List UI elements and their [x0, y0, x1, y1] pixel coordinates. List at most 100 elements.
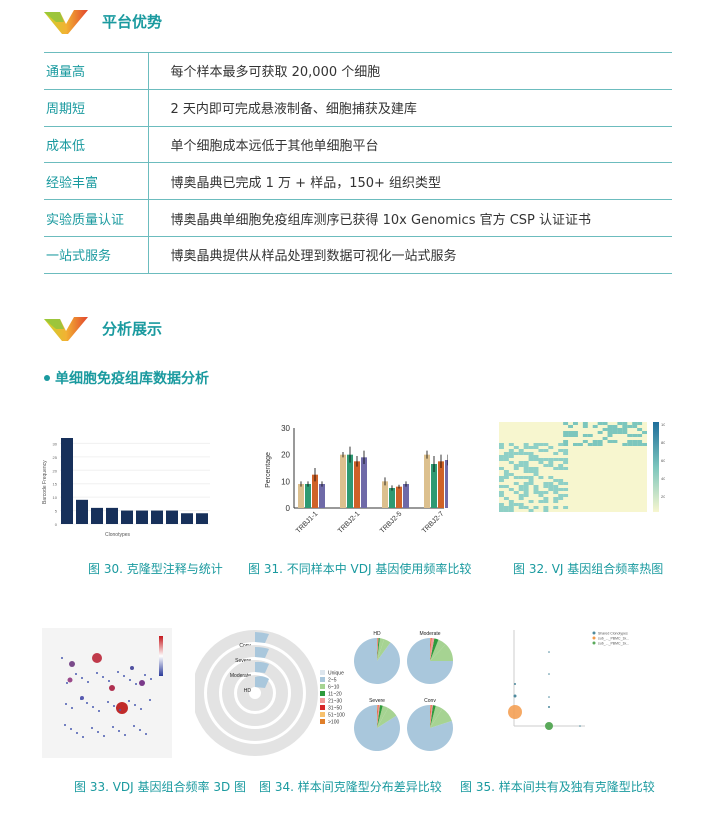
- legend-label: 11~20: [328, 692, 342, 698]
- heatmap-cell: [528, 458, 534, 461]
- ring-segment: [255, 676, 269, 688]
- heatmap-cell: [503, 497, 509, 500]
- advantage-key: 一站式服务: [44, 235, 149, 274]
- heatmap-cell: [533, 485, 539, 488]
- heatmap-cell: [642, 431, 647, 434]
- subsection-title-text: 单细胞免疫组库数据分析: [55, 371, 209, 387]
- heatmap-cell: [627, 443, 633, 446]
- pie-slice: [377, 705, 379, 728]
- heatmap-cell: [518, 449, 524, 452]
- data-point: [98, 710, 100, 712]
- heatmap-cell: [518, 476, 524, 479]
- heatmap-cell: [528, 452, 534, 455]
- section-title-text: 平台优势: [102, 12, 163, 31]
- heatmap-cell: [573, 431, 578, 434]
- heatmap-cell: [518, 461, 524, 464]
- legend-label: 2~5: [328, 678, 337, 684]
- pie-slice: [430, 638, 439, 661]
- bar: [76, 499, 88, 524]
- ring-label: Severe: [235, 658, 251, 664]
- data-point: [82, 736, 84, 738]
- heatmap-cell: [523, 461, 529, 464]
- heatmap-cell: [508, 500, 514, 503]
- bubble: [513, 694, 517, 698]
- heatmap-cell: [538, 449, 544, 452]
- heatmap-cell: [617, 428, 623, 431]
- bubble: [545, 722, 553, 730]
- heatmap-cell: [533, 455, 539, 458]
- legend-swatch: [320, 712, 325, 717]
- heatmap-cell: [523, 443, 529, 446]
- heatmap-cell: [637, 434, 643, 437]
- data-point: [96, 672, 98, 674]
- heatmap-cell: [553, 497, 559, 500]
- data-point: [65, 703, 67, 705]
- heatmap-cell: [538, 458, 544, 461]
- figure-32-heatmap: 100 80 60 40 20: [499, 422, 665, 512]
- table-row: 周期短 2 天内即可完成悬液制备、细胞捕获及建库: [44, 88, 672, 127]
- ring-label: HD: [244, 688, 252, 694]
- data-point: [76, 732, 78, 734]
- heatmap-cell: [553, 485, 559, 488]
- heatmap-cell: [538, 476, 544, 479]
- data-point: [102, 676, 104, 678]
- brand-v-logo-icon: [44, 317, 88, 341]
- heatmap-cell: [558, 497, 564, 500]
- data-point: [113, 705, 115, 707]
- data-point: [145, 733, 147, 735]
- heatmap-cell: [543, 482, 549, 485]
- heatmap-cell: [553, 479, 559, 482]
- heatmap-cell: [632, 443, 638, 446]
- advantage-value: 每个样本最多可获取 20,000 个细胞: [148, 52, 672, 90]
- data-point: [139, 680, 145, 686]
- heatmap-cell: [528, 476, 534, 479]
- heatmap-cell: [538, 500, 544, 503]
- heatmap-cell: [528, 482, 534, 485]
- heatmap-cell: [582, 440, 588, 443]
- heatmap-cell: [573, 422, 578, 425]
- bar: [382, 481, 388, 508]
- heatmap-cell: [548, 482, 554, 485]
- pie-slice: [430, 705, 443, 728]
- pie-slice: [430, 638, 435, 661]
- legend-label: 31~50: [328, 706, 342, 712]
- legend-swatch: [320, 677, 325, 682]
- heatmap-cell: [508, 455, 514, 458]
- plot-bg: [42, 628, 172, 758]
- pie-slice: [377, 638, 379, 661]
- heatmap-cell: [637, 428, 643, 431]
- figure-33-3d-plot: [42, 628, 172, 758]
- bar: [298, 484, 304, 508]
- heatmap-cell: [622, 425, 628, 428]
- data-point: [123, 675, 125, 677]
- heatmap-cell: [543, 500, 549, 503]
- data-point: [116, 702, 128, 714]
- heatmap-cell: [518, 452, 524, 455]
- pie-title: Severe: [369, 698, 385, 704]
- data-point: [140, 708, 142, 710]
- bubble: [548, 696, 550, 698]
- heatmap-cell: [558, 467, 564, 470]
- heatmap-cell: [607, 428, 613, 431]
- bar: [61, 438, 73, 524]
- advantage-key: 通量高: [44, 52, 149, 90]
- heatmap-cell: [528, 467, 534, 470]
- data-point: [67, 677, 73, 683]
- x-axis-label: Clonotypes: [105, 532, 131, 538]
- legend-label: Unique: [328, 671, 344, 677]
- heatmap-cell: [503, 506, 509, 509]
- heatmap-cell: [538, 494, 544, 497]
- heatmap-cell: [563, 488, 569, 491]
- data-point: [75, 673, 77, 675]
- table-row: 通量高 每个样本最多可获取 20,000 个细胞: [44, 52, 672, 90]
- heatmap-cell: [607, 440, 613, 443]
- heatmap-cell: [523, 485, 529, 488]
- heatmap-cell: [499, 467, 504, 470]
- heatmap-cell: [518, 488, 524, 491]
- data-point: [124, 734, 126, 736]
- advantage-key: 实验质量认证: [44, 199, 149, 237]
- colorbar-tick: 20: [661, 494, 665, 499]
- legend-swatch: [320, 719, 325, 724]
- heatmap-cell: [548, 488, 554, 491]
- heatmap-cell: [622, 431, 628, 434]
